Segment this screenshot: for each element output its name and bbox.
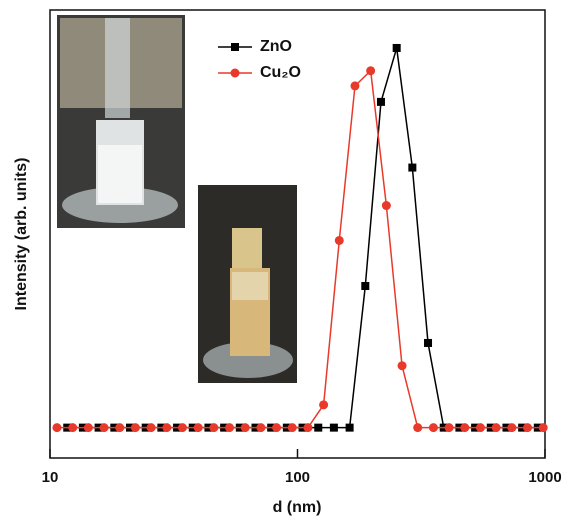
data-point	[408, 163, 417, 172]
data-point	[272, 423, 282, 433]
data-point	[345, 423, 354, 432]
data-point	[424, 338, 433, 347]
data-point	[177, 423, 187, 433]
data-point	[376, 97, 385, 106]
data-point	[256, 423, 266, 433]
data-point	[366, 66, 376, 76]
data-point	[162, 423, 172, 433]
data-point	[413, 423, 423, 433]
data-point	[303, 423, 313, 433]
photo-inset	[198, 185, 297, 383]
data-point	[444, 423, 454, 433]
photo-inset	[57, 15, 185, 228]
data-point	[130, 423, 140, 433]
data-point	[334, 235, 344, 245]
data-point	[287, 423, 297, 433]
y-axis-label: Intensity (arb. units)	[13, 158, 30, 311]
data-point	[507, 423, 517, 433]
legend-label: ZnO	[260, 38, 292, 55]
data-point	[329, 423, 338, 432]
legend-label: Cu₂O	[260, 64, 301, 81]
x-tick-label: 10	[42, 469, 59, 486]
data-point	[314, 423, 323, 432]
data-point	[428, 423, 438, 433]
data-point	[99, 423, 109, 433]
data-point	[397, 361, 407, 371]
x-tick-label: 100	[285, 469, 310, 486]
data-point	[240, 423, 250, 433]
data-point	[52, 423, 62, 433]
data-point	[475, 423, 485, 433]
data-point	[146, 423, 156, 433]
x-tick-label: 1000	[528, 469, 561, 486]
data-point	[225, 423, 235, 433]
data-point	[193, 423, 203, 433]
data-point	[523, 423, 533, 433]
data-point	[319, 400, 329, 410]
legend-marker	[231, 43, 239, 51]
data-point	[381, 201, 391, 211]
data-point	[392, 43, 401, 52]
x-axis-label: d (nm)	[273, 499, 322, 516]
data-point	[115, 423, 125, 433]
data-point	[361, 282, 370, 291]
legend-marker	[230, 68, 240, 78]
data-point	[209, 423, 219, 433]
data-point	[460, 423, 470, 433]
data-point	[350, 81, 360, 91]
data-point	[491, 423, 501, 433]
data-point	[83, 423, 93, 433]
data-point	[68, 423, 78, 433]
data-point	[538, 423, 548, 433]
